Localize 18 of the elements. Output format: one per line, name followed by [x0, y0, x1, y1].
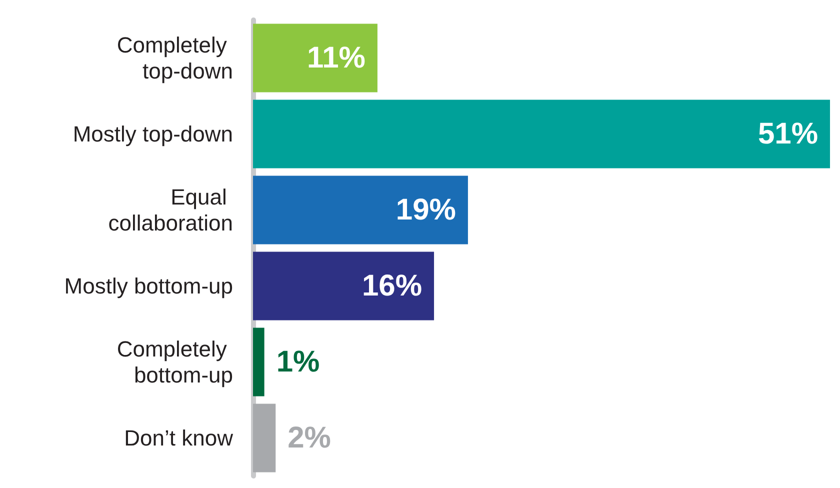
bar [253, 24, 378, 92]
bar [253, 328, 264, 396]
data-label: 51% [758, 118, 818, 150]
bar [253, 100, 830, 168]
y-tick-label: Mostly top-down [72, 122, 233, 146]
data-label: 19% [396, 194, 456, 226]
data-label: 11% [307, 42, 366, 74]
data-label: 1% [276, 346, 320, 378]
data-label: 2% [288, 422, 331, 454]
data-label: 16% [362, 270, 422, 302]
bar [253, 404, 276, 472]
y-tick-label: Mostly bottom-up [64, 274, 233, 298]
bar [253, 252, 434, 320]
y-tick-label: Completely bottom-up [116, 336, 233, 388]
y-tick-label: Equal collaboration [108, 184, 233, 236]
y-tick-label: Completely top-down [116, 32, 233, 84]
y-tick-label: Don’t know [124, 426, 234, 450]
bar [253, 176, 468, 244]
